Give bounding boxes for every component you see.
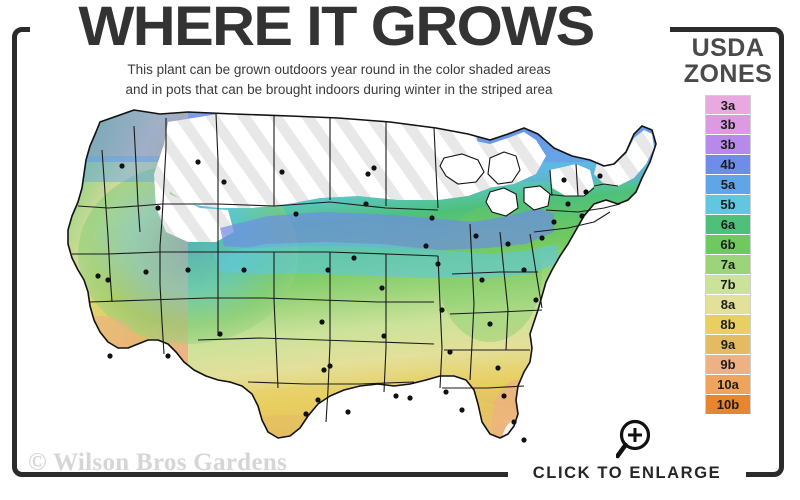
legend-swatch-3b-1: 3b	[705, 115, 751, 135]
legend-swatch-8a-10: 8a	[705, 295, 751, 315]
striped-too-cold-region	[154, 114, 654, 242]
usda-hardiness-zone-map[interactable]	[38, 104, 668, 464]
legend-swatch-3a-0: 3a	[705, 95, 751, 115]
usda-zones-legend: USDA ZONES 3a 3b 3b 4b 5a 5b 6a 6b 7a 7b 8a 8b 9a 9b 1…	[670, 34, 786, 454]
legend-swatch-5b-5: 5b	[705, 195, 751, 215]
legend-swatch-3b-2: 3b	[705, 135, 751, 155]
legend-title-line-2: ZONES	[683, 59, 773, 88]
subtitle-line-2: and in pots that can be brought indoors …	[125, 81, 553, 97]
legend-title: USDA ZONES	[670, 34, 786, 88]
city-dots	[95, 159, 603, 443]
state-boundaries	[72, 113, 621, 423]
legend-swatch-4b-3: 4b	[705, 155, 751, 175]
magnifier-plus-icon[interactable]	[615, 418, 662, 462]
frame-gap-top	[30, 20, 670, 38]
legend-swatch-10a-14: 10a	[705, 375, 751, 395]
legend-swatch-list: 3a 3b 3b 4b 5a 5b 6a 6b 7a 7b 8a 8b 9a 9b 10a 10b	[705, 95, 751, 415]
great-lakes	[439, 151, 551, 217]
subtitle-line-1: This plant can be grown outdoors year ro…	[127, 62, 551, 77]
legend-swatch-5a-4: 5a	[705, 175, 751, 195]
page-title: WHERE IT GROWS	[78, 0, 595, 57]
legend-swatch-7b-9: 7b	[705, 275, 751, 295]
legend-swatch-6a-6: 6a	[705, 215, 751, 235]
legend-title-line-1: USDA	[691, 34, 765, 62]
legend-swatch-6b-7: 6b	[705, 235, 751, 255]
legend-swatch-7a-8: 7a	[705, 255, 751, 275]
click-to-enlarge-label[interactable]: CLICK TO ENLARGE	[532, 464, 722, 482]
country-outline	[67, 109, 657, 439]
legend-swatch-10b-15: 10b	[705, 395, 751, 415]
map-svg[interactable]	[38, 104, 668, 464]
watermark: © Wilson Bros Gardens	[28, 449, 288, 476]
legend-swatch-9b-13: 9b	[705, 355, 751, 375]
frame-gap-bottom	[508, 466, 746, 486]
legend-swatch-9a-12: 9a	[705, 335, 751, 355]
legend-swatch-8b-11: 8b	[705, 315, 751, 335]
subtitle: This plant can be grown outdoors year ro…	[24, 60, 654, 99]
